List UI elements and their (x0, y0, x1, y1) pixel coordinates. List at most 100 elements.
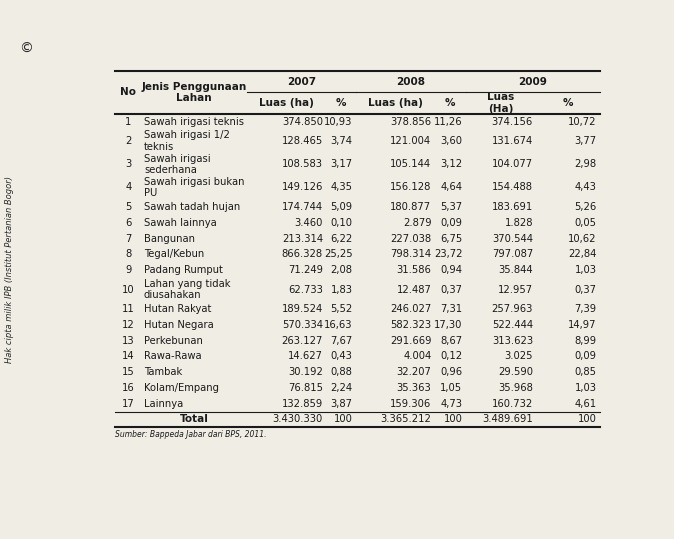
Text: 22,84: 22,84 (568, 250, 596, 259)
Text: 14,97: 14,97 (568, 320, 596, 330)
Text: 1.828: 1.828 (504, 218, 533, 227)
Text: Perkebunan: Perkebunan (144, 336, 203, 345)
Text: 159.306: 159.306 (390, 399, 431, 409)
Text: 0,88: 0,88 (330, 367, 353, 377)
Text: 104.077: 104.077 (492, 160, 533, 169)
Text: Sawah irigasi teknis: Sawah irigasi teknis (144, 117, 244, 127)
Text: Padang Rumput: Padang Rumput (144, 265, 223, 275)
Text: 4,73: 4,73 (440, 399, 462, 409)
Text: 3.460: 3.460 (295, 218, 323, 227)
Text: 1,05: 1,05 (440, 383, 462, 393)
Text: 4.004: 4.004 (403, 351, 431, 361)
Text: 6: 6 (125, 218, 131, 227)
Text: 866.328: 866.328 (282, 250, 323, 259)
Text: Bangunan: Bangunan (144, 233, 195, 244)
Text: 0,37: 0,37 (440, 285, 462, 294)
Text: 2,98: 2,98 (574, 160, 596, 169)
Text: 4,61: 4,61 (574, 399, 596, 409)
Text: Sawah lainnya: Sawah lainnya (144, 218, 216, 227)
Text: 3,74: 3,74 (330, 136, 353, 146)
Text: %: % (563, 98, 573, 108)
Text: 154.488: 154.488 (492, 183, 533, 192)
Text: Luas
(Ha): Luas (Ha) (487, 92, 514, 114)
Text: 3,60: 3,60 (440, 136, 462, 146)
Text: 174.744: 174.744 (282, 202, 323, 212)
Text: 0,09: 0,09 (440, 218, 462, 227)
Text: 7: 7 (125, 233, 131, 244)
Text: 522.444: 522.444 (492, 320, 533, 330)
Text: 2: 2 (125, 136, 131, 146)
Text: 313.623: 313.623 (492, 336, 533, 345)
Text: 6,22: 6,22 (330, 233, 353, 244)
Text: 291.669: 291.669 (390, 336, 431, 345)
Text: 1,03: 1,03 (574, 383, 596, 393)
Text: 3,87: 3,87 (330, 399, 353, 409)
Text: 32.207: 32.207 (396, 367, 431, 377)
Text: 35.844: 35.844 (498, 265, 533, 275)
Text: 5,37: 5,37 (440, 202, 462, 212)
Text: 12.957: 12.957 (498, 285, 533, 294)
Text: 180.877: 180.877 (390, 202, 431, 212)
Text: 7,39: 7,39 (574, 304, 596, 314)
Text: 5,09: 5,09 (330, 202, 353, 212)
Text: 15: 15 (122, 367, 135, 377)
Text: 3.489.691: 3.489.691 (482, 414, 533, 424)
Text: 14.627: 14.627 (288, 351, 323, 361)
Text: Tegal/Kebun: Tegal/Kebun (144, 250, 204, 259)
Text: 1: 1 (125, 117, 131, 127)
Text: 0,37: 0,37 (574, 285, 596, 294)
Text: 3,17: 3,17 (330, 160, 353, 169)
Text: 4,35: 4,35 (330, 183, 353, 192)
Text: 12.487: 12.487 (396, 285, 431, 294)
Text: 6,75: 6,75 (440, 233, 462, 244)
Text: 4,43: 4,43 (575, 183, 596, 192)
Text: Hutan Rakyat: Hutan Rakyat (144, 304, 212, 314)
Text: 8: 8 (125, 250, 131, 259)
Text: Sumber: Bappeda Jabar dari BPS, 2011.: Sumber: Bappeda Jabar dari BPS, 2011. (115, 431, 267, 439)
Text: 183.691: 183.691 (492, 202, 533, 212)
Text: 71.249: 71.249 (288, 265, 323, 275)
Text: 11,26: 11,26 (434, 117, 462, 127)
Text: 10: 10 (122, 285, 135, 294)
Text: 149.126: 149.126 (282, 183, 323, 192)
Text: 23,72: 23,72 (434, 250, 462, 259)
Text: 257.963: 257.963 (491, 304, 533, 314)
Text: 10,72: 10,72 (568, 117, 596, 127)
Text: 16: 16 (122, 383, 135, 393)
Text: 2008: 2008 (396, 77, 425, 87)
Text: 374.156: 374.156 (492, 117, 533, 127)
Text: 0,96: 0,96 (440, 367, 462, 377)
Text: 100: 100 (578, 414, 596, 424)
Text: 100: 100 (334, 414, 353, 424)
Text: 797.087: 797.087 (492, 250, 533, 259)
Text: 3.025: 3.025 (504, 351, 533, 361)
Text: 7,31: 7,31 (440, 304, 462, 314)
Text: 189.524: 189.524 (282, 304, 323, 314)
Text: 3.430.330: 3.430.330 (273, 414, 323, 424)
Text: Jenis Penggunaan
Lahan: Jenis Penggunaan Lahan (142, 81, 247, 103)
Text: 3,77: 3,77 (574, 136, 596, 146)
Text: 156.128: 156.128 (390, 183, 431, 192)
Text: 374.850: 374.850 (282, 117, 323, 127)
Text: 5,26: 5,26 (574, 202, 596, 212)
Text: 29.590: 29.590 (498, 367, 533, 377)
Text: 35.968: 35.968 (498, 383, 533, 393)
Text: 160.732: 160.732 (492, 399, 533, 409)
Text: 4,64: 4,64 (440, 183, 462, 192)
Text: 213.314: 213.314 (282, 233, 323, 244)
Text: 30.192: 30.192 (288, 367, 323, 377)
Text: 0,94: 0,94 (440, 265, 462, 275)
Text: 9: 9 (125, 265, 131, 275)
Text: %: % (336, 98, 346, 108)
Text: 378.856: 378.856 (390, 117, 431, 127)
Text: 1,03: 1,03 (574, 265, 596, 275)
Text: 25,25: 25,25 (324, 250, 353, 259)
Text: Lainnya: Lainnya (144, 399, 183, 409)
Text: 1,83: 1,83 (330, 285, 353, 294)
Text: 8,67: 8,67 (440, 336, 462, 345)
Text: 5,52: 5,52 (330, 304, 353, 314)
Text: 0,09: 0,09 (574, 351, 596, 361)
Text: 132.859: 132.859 (282, 399, 323, 409)
Text: Luas (ha): Luas (ha) (367, 98, 423, 108)
Text: Tambak: Tambak (144, 367, 182, 377)
